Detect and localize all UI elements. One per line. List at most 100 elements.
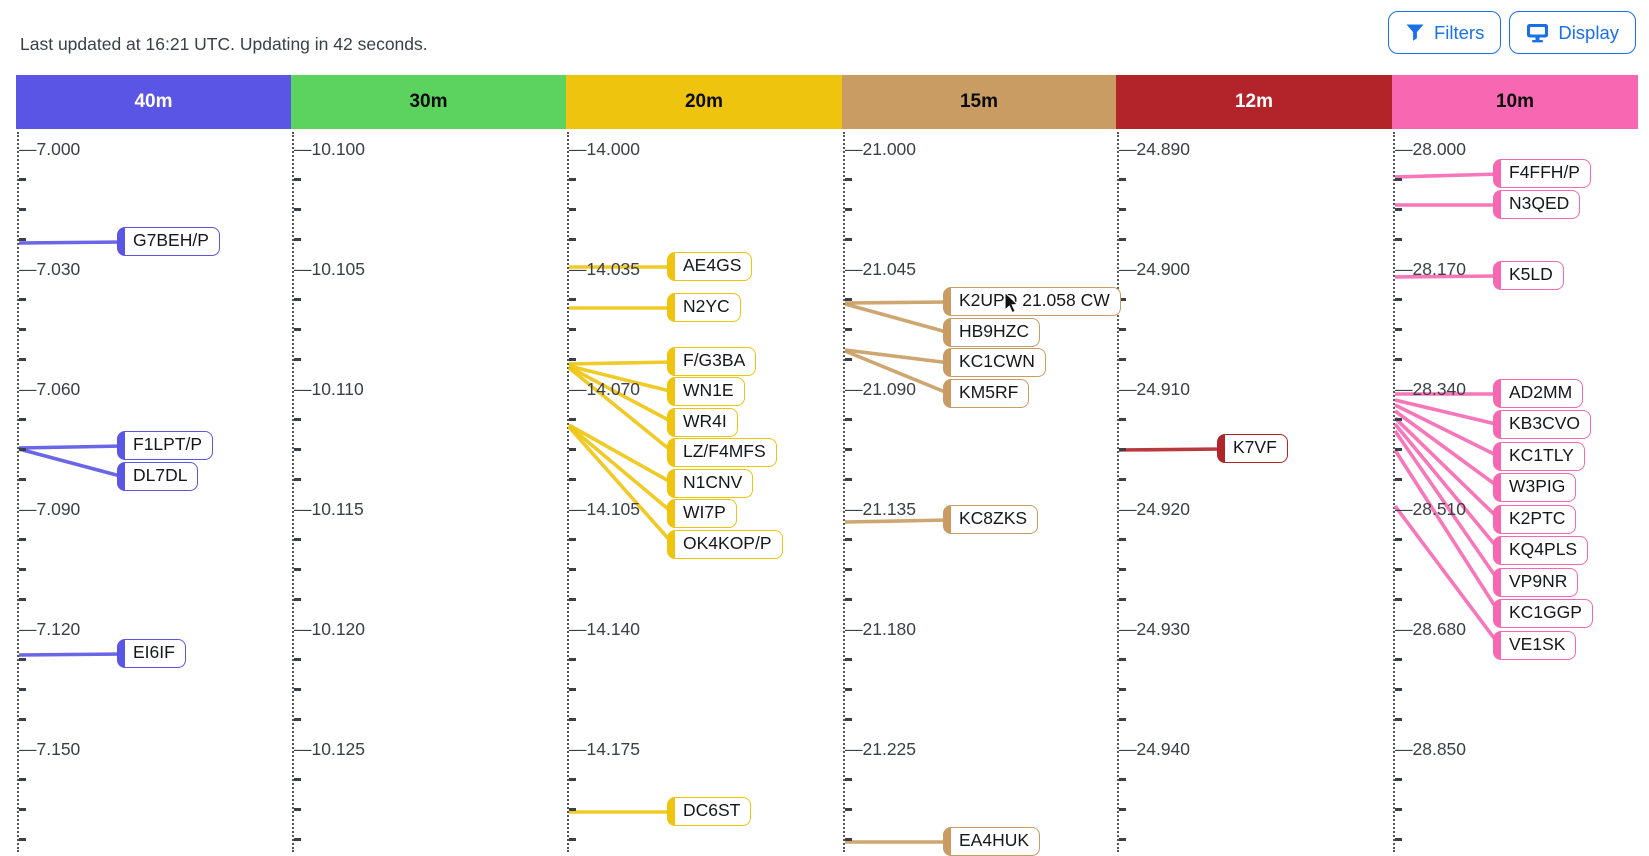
spot-OK4KOP/P[interactable]: OK4KOP/P xyxy=(667,530,783,559)
display-icon xyxy=(1526,23,1549,43)
band-ruler xyxy=(843,132,845,852)
minor-tick xyxy=(19,778,26,781)
minor-tick xyxy=(845,538,852,541)
minor-tick xyxy=(1395,208,1402,211)
spot-N1CNV[interactable]: N1CNV xyxy=(667,469,754,498)
minor-tick xyxy=(569,718,576,721)
spot-WR4I[interactable]: WR4I xyxy=(667,408,738,437)
minor-tick xyxy=(19,568,26,571)
minor-tick xyxy=(294,688,301,691)
spot-DL7DL[interactable]: DL7DL xyxy=(117,462,199,491)
minor-tick xyxy=(845,298,852,301)
minor-tick xyxy=(845,688,852,691)
minor-tick xyxy=(1119,598,1126,601)
spot-VP9NR[interactable]: VP9NR xyxy=(1493,568,1579,597)
spot-line xyxy=(844,518,951,524)
minor-tick xyxy=(1395,688,1402,691)
freq-tick-label: —24.900 xyxy=(1119,259,1191,279)
minor-tick xyxy=(1119,718,1126,721)
minor-tick xyxy=(569,298,576,301)
minor-tick xyxy=(845,208,852,211)
toolbar: Filters Display xyxy=(1387,11,1636,54)
minor-tick xyxy=(845,598,852,601)
minor-tick xyxy=(19,478,26,481)
status-text: Last updated at 16:21 UTC. Updating in 4… xyxy=(20,34,428,54)
spot-G7BEH/P[interactable]: G7BEH/P xyxy=(117,227,220,256)
freq-tick-label: —28.000 xyxy=(1395,139,1467,159)
spot-W3PIG[interactable]: W3PIG xyxy=(1493,473,1577,502)
spot-N2YC[interactable]: N2YC xyxy=(667,293,741,322)
spot-VE1SK[interactable]: VE1SK xyxy=(1493,631,1577,660)
spot-EI6IF[interactable]: EI6IF xyxy=(117,639,186,668)
minor-tick xyxy=(19,598,26,601)
spot-EA4HUK[interactable]: EA4HUK xyxy=(943,827,1041,856)
spot-F/G3BA[interactable]: F/G3BA xyxy=(667,347,757,376)
spot-line xyxy=(568,365,675,425)
minor-tick xyxy=(294,838,301,841)
minor-tick xyxy=(845,808,852,811)
minor-tick xyxy=(19,448,26,451)
minor-tick xyxy=(1119,478,1126,481)
spot-line xyxy=(568,423,675,486)
spot-F4FFH/P[interactable]: F4FFH/P xyxy=(1493,159,1591,188)
display-button-label: Display xyxy=(1558,21,1619,43)
minor-tick xyxy=(1395,808,1402,811)
spot-line xyxy=(844,300,951,305)
spot-line xyxy=(1394,403,1501,459)
spot-N3QED[interactable]: N3QED xyxy=(1493,190,1581,219)
freq-tick-label: —7.060 xyxy=(19,379,81,399)
band-ruler xyxy=(292,132,294,852)
minor-tick xyxy=(845,478,852,481)
filters-button[interactable]: Filters xyxy=(1387,11,1502,54)
display-button[interactable]: Display xyxy=(1509,11,1636,54)
spot-KM5RF[interactable]: KM5RF xyxy=(943,379,1030,408)
spot-K2UPD[interactable]: K2UPD 21.058 CW xyxy=(943,287,1121,316)
minor-tick xyxy=(294,808,301,811)
spot-KC1CWN[interactable]: KC1CWN xyxy=(943,348,1046,377)
filters-button-label: Filters xyxy=(1433,21,1485,43)
minor-tick xyxy=(294,358,301,361)
spot-line xyxy=(18,447,125,479)
band-header-20m: 20m xyxy=(566,75,842,129)
spot-K2PTC[interactable]: K2PTC xyxy=(1493,505,1577,534)
spot-DC6ST[interactable]: DC6ST xyxy=(667,797,752,826)
spot-line xyxy=(1393,504,1502,648)
freq-tick-label: —21.090 xyxy=(845,379,917,399)
spot-K7VF[interactable]: K7VF xyxy=(1217,434,1288,463)
spot-LZ/F4MFS[interactable]: LZ/F4MFS xyxy=(667,438,777,467)
spot-K5LD[interactable]: K5LD xyxy=(1493,261,1564,290)
band-header-10m: 10m xyxy=(1392,75,1638,129)
minor-tick xyxy=(294,298,301,301)
minor-tick xyxy=(845,418,852,421)
minor-tick xyxy=(19,208,26,211)
spot-WI7P[interactable]: WI7P xyxy=(667,499,737,528)
spot-AD2MM[interactable]: AD2MM xyxy=(1493,379,1584,408)
spot-KC1GGP[interactable]: KC1GGP xyxy=(1493,599,1593,628)
minor-tick xyxy=(1119,658,1126,661)
minor-tick xyxy=(569,478,576,481)
minor-tick xyxy=(569,208,576,211)
spot-KC1TLY[interactable]: KC1TLY xyxy=(1493,442,1585,471)
minor-tick xyxy=(1119,178,1126,181)
freq-tick-label: —21.180 xyxy=(845,619,917,639)
freq-tick-label: —28.850 xyxy=(1395,739,1467,759)
spot-HB9HZC[interactable]: HB9HZC xyxy=(943,318,1041,347)
minor-tick xyxy=(569,358,576,361)
spot-F1LPT/P[interactable]: F1LPT/P xyxy=(117,431,214,460)
spot-AE4GS[interactable]: AE4GS xyxy=(667,252,753,281)
minor-tick xyxy=(569,238,576,241)
minor-tick xyxy=(294,778,301,781)
spot-line xyxy=(1393,416,1502,522)
spot-WN1E[interactable]: WN1E xyxy=(667,377,745,406)
band-ruler xyxy=(567,132,569,852)
spot-KC8ZKS[interactable]: KC8ZKS xyxy=(943,505,1039,534)
minor-tick xyxy=(1395,568,1402,571)
minor-tick xyxy=(1395,298,1402,301)
minor-tick xyxy=(19,178,26,181)
spot-KQ4PLS[interactable]: KQ4PLS xyxy=(1493,536,1589,565)
freq-tick-label: —7.090 xyxy=(19,499,81,519)
minor-tick xyxy=(19,328,26,331)
spot-KB3CVO[interactable]: KB3CVO xyxy=(1493,410,1591,439)
